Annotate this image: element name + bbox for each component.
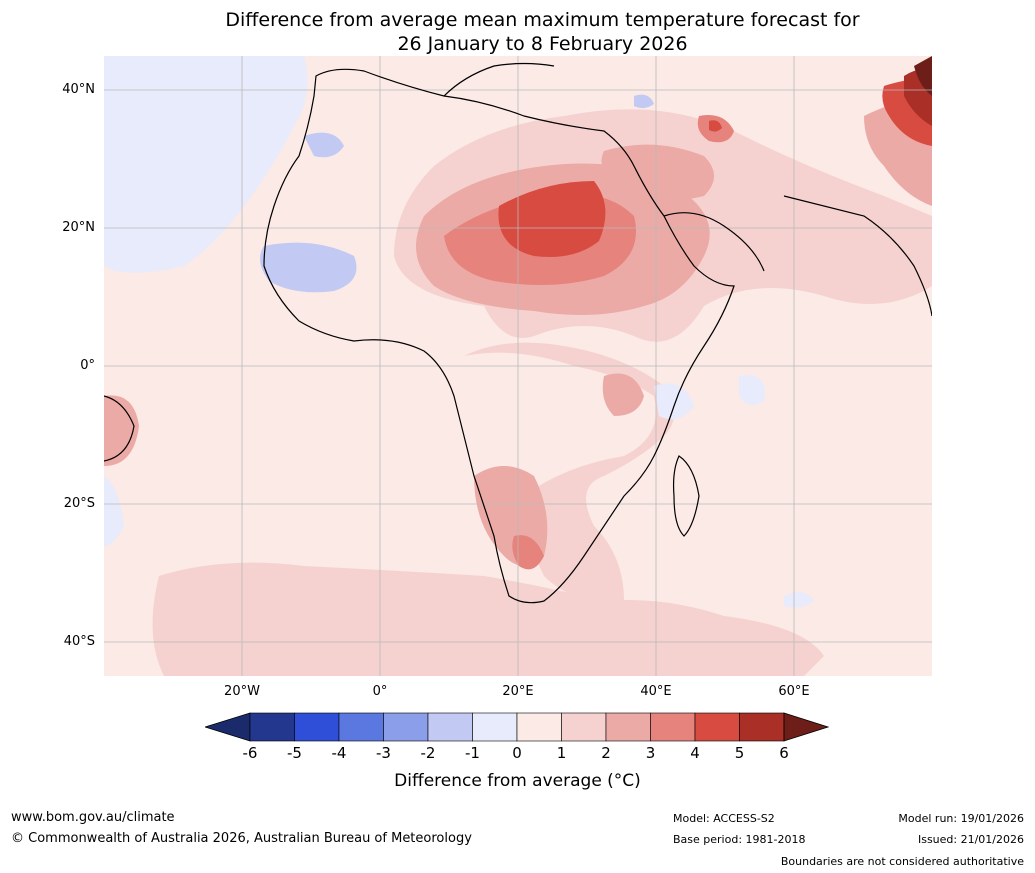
colorbar-title: Difference from average (°C) (394, 771, 641, 791)
map-svg (104, 56, 932, 676)
footer-website[interactable]: www.bom.gov.au/climate (11, 810, 175, 825)
colorbar-tick: 6 (779, 744, 789, 762)
colorbar-cell (605, 712, 651, 742)
southern-ocean-cool (784, 592, 814, 608)
southern-africa-light (464, 342, 674, 602)
colorbar-cell (338, 712, 384, 742)
colorbar-tick: -4 (331, 744, 347, 762)
west-africa-cool (260, 242, 357, 293)
lon-label-20w: 20°W (224, 684, 260, 699)
lat-label-40s: 40°S (63, 634, 95, 649)
footer-model: Model: ACCESS-S2 (673, 812, 775, 825)
colorbar-cell (739, 712, 785, 742)
lat-label-0: 0° (80, 358, 95, 373)
iran-core (709, 120, 722, 132)
lon-label-40e: 40°E (640, 684, 672, 699)
graticule (104, 56, 932, 676)
colorbar-cell (427, 712, 473, 742)
colorbar-tick: 2 (601, 744, 611, 762)
west-atlantic-anomaly (104, 395, 139, 466)
title-line-2: 26 January to 8 February 2026 (397, 33, 688, 55)
lat-label-40n: 40°N (62, 82, 95, 97)
footer-model-run: Model run: 19/01/2026 (898, 812, 1024, 825)
footer-base-period: Base period: 1981-2018 (673, 833, 806, 846)
colorbar-tick: -3 (376, 744, 391, 762)
south-atlantic-cool (104, 476, 124, 546)
colorbar-tick: -6 (242, 744, 258, 762)
colorbar-tick: 0 (512, 744, 522, 762)
colorbar-cell (294, 712, 340, 742)
turkey-cool (634, 94, 654, 109)
lon-label-0: 0° (372, 684, 388, 699)
northwest-atlantic-cool (104, 56, 308, 273)
colorbar-under-triangle (205, 712, 251, 742)
colorbar-tick: 5 (734, 744, 745, 762)
footer-copyright: © Commonwealth of Australia 2026, Austra… (11, 831, 472, 846)
sahara-hotspot (498, 181, 606, 257)
footer-disclaimer: Boundaries are not considered authoritat… (780, 855, 1024, 868)
colorbar-cell (516, 712, 562, 742)
colorbar-tick: 3 (645, 744, 656, 762)
colorbar-tick: -2 (420, 744, 436, 762)
colorbar-cell (249, 712, 295, 742)
colorbar-cell (383, 712, 429, 742)
colorbar-cell (472, 712, 518, 742)
lat-label-20n: 20°N (62, 220, 95, 235)
lon-label-20e: 20°E (502, 684, 534, 699)
colorbar-cells (249, 712, 785, 742)
title-line-1: Difference from average mean maximum tem… (225, 9, 860, 31)
colorbar (205, 712, 829, 742)
colorbar-cell (561, 712, 607, 742)
colorbar-tick: -5 (287, 744, 302, 762)
footer-issued: Issued: 21/01/2026 (917, 833, 1024, 846)
mozambique-cool (654, 383, 694, 420)
morocco-cool (304, 132, 344, 158)
lat-label-20s: 20°S (63, 496, 95, 511)
south-africa-hotspot (512, 535, 544, 570)
indian-ocean-cool (739, 375, 765, 405)
colorbar-cell (650, 712, 696, 742)
east-africa-medium (602, 373, 644, 416)
colorbar-tick: 1 (556, 744, 567, 762)
colorbar-tick: 4 (690, 744, 700, 762)
chart-title: Difference from average mean maximum tem… (0, 8, 1035, 56)
coastlines (104, 62, 932, 604)
colorbar-cell (694, 712, 740, 742)
colorbar-tick: -1 (465, 744, 480, 762)
temperature-anomaly-map (104, 56, 932, 676)
lon-label-60e: 60°E (778, 684, 810, 699)
colorbar-over-triangle (783, 712, 829, 742)
asia-extreme (914, 56, 932, 96)
